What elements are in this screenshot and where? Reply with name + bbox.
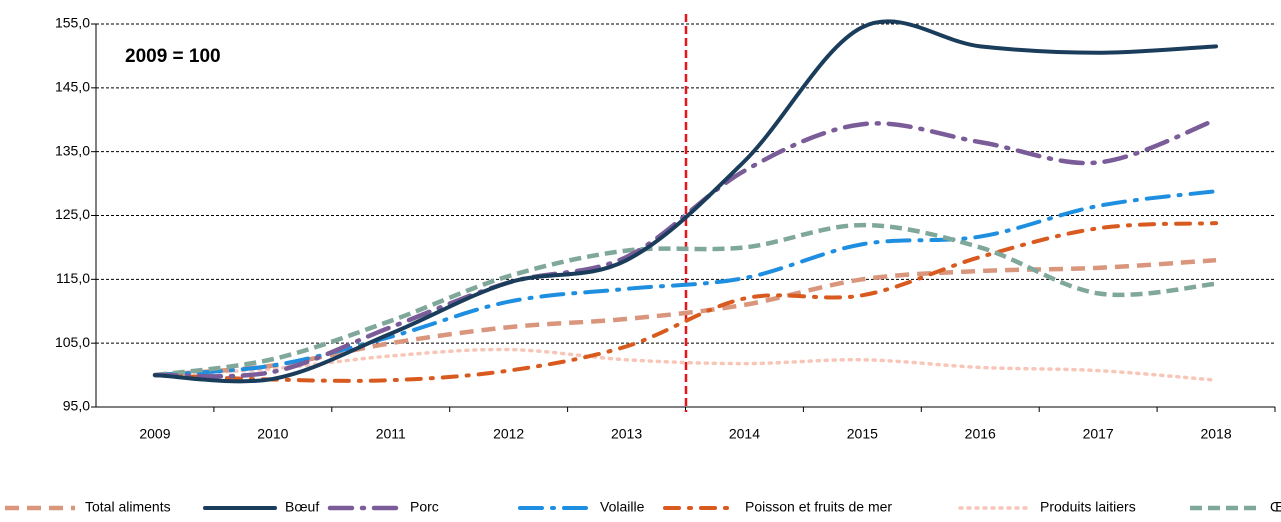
y-tick-label: 155,0 bbox=[55, 15, 90, 31]
x-tick-label: 2017 bbox=[1083, 426, 1114, 442]
legend-label: Produits laitiers bbox=[1040, 499, 1136, 515]
x-tick-label: 2012 bbox=[493, 426, 524, 442]
legend-label: Volaille bbox=[600, 499, 645, 515]
y-tick-label: 135,0 bbox=[55, 142, 90, 158]
legend-label: Poisson et fruits de mer bbox=[745, 499, 892, 515]
y-tick-label: 115,0 bbox=[56, 270, 90, 286]
series-line bbox=[152, 19, 1219, 384]
y-tick-label: 125,0 bbox=[55, 206, 90, 222]
x-tick-label: 2010 bbox=[257, 426, 288, 442]
x-tick-label: 2015 bbox=[847, 426, 878, 442]
legend-label: Total aliments bbox=[85, 499, 171, 515]
legend-label: Bœuf bbox=[285, 499, 319, 515]
legend-label: Porc bbox=[410, 499, 439, 515]
y-tick-label: 145,0 bbox=[55, 79, 90, 95]
series-line bbox=[153, 347, 1218, 382]
annotation: 2009 = 100 bbox=[125, 46, 221, 67]
y-tick-label: 95,0 bbox=[63, 398, 90, 414]
x-tick-label: 2009 bbox=[139, 426, 170, 442]
x-tick-label: 2016 bbox=[965, 426, 996, 442]
series-line bbox=[152, 221, 1219, 383]
x-tick-label: 2018 bbox=[1200, 426, 1231, 442]
x-tick-label: 2011 bbox=[376, 426, 406, 442]
x-tick-label: 2013 bbox=[611, 426, 642, 442]
legend-label: Œufs bbox=[1270, 499, 1281, 515]
y-tick-label: 105,0 bbox=[55, 334, 90, 350]
x-tick-label: 2014 bbox=[729, 426, 760, 442]
series-line bbox=[154, 222, 1217, 378]
